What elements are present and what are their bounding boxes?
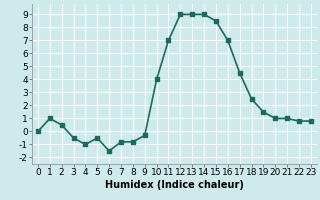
X-axis label: Humidex (Indice chaleur): Humidex (Indice chaleur)	[105, 180, 244, 190]
